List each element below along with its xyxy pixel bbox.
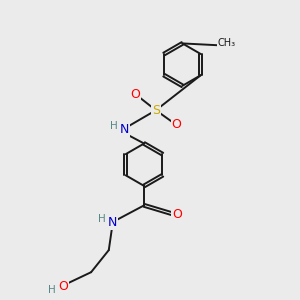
Text: N: N [108,216,117,229]
Text: O: O [58,280,68,292]
Text: H: H [98,214,106,224]
Text: O: O [172,208,182,221]
Text: O: O [172,118,182,131]
Text: N: N [119,123,129,136]
Text: H: H [110,121,118,131]
Text: O: O [130,88,140,100]
Text: H: H [48,285,56,295]
Text: CH₃: CH₃ [218,38,236,47]
Text: S: S [152,104,160,117]
